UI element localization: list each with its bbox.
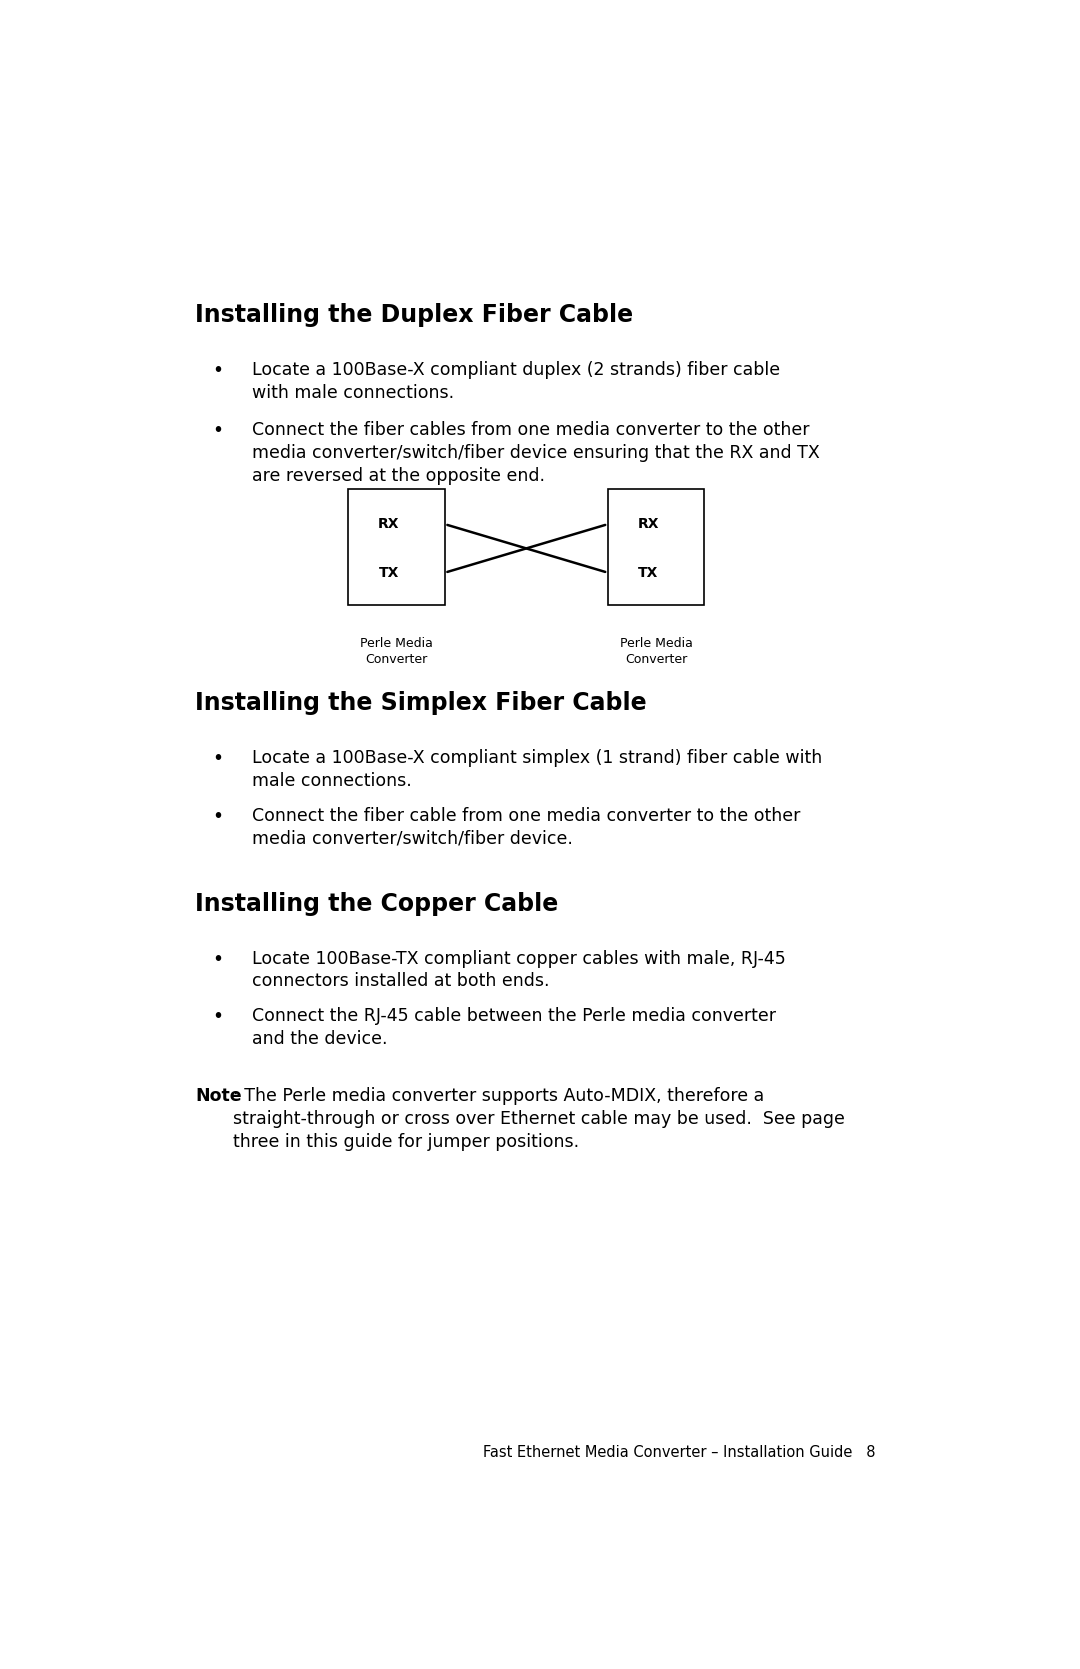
Text: Installing the Duplex Fiber Cable: Installing the Duplex Fiber Cable <box>195 304 633 327</box>
Text: Connect the RJ-45 cable between the Perle media converter
and the device.: Connect the RJ-45 cable between the Perl… <box>253 1008 777 1048</box>
Text: •: • <box>212 806 224 826</box>
Text: Connect the fiber cables from one media converter to the other
media converter/s: Connect the fiber cables from one media … <box>253 421 820 486</box>
Text: Locate a 100Base-X compliant duplex (2 strands) fiber cable
with male connection: Locate a 100Base-X compliant duplex (2 s… <box>253 361 781 402</box>
Text: Fast Ethernet Media Converter – Installation Guide   8: Fast Ethernet Media Converter – Installa… <box>483 1445 876 1460</box>
Bar <box>349 489 445 606</box>
Text: RX: RX <box>378 517 400 531</box>
Text: Locate a 100Base-X compliant simplex (1 strand) fiber cable with
male connection: Locate a 100Base-X compliant simplex (1 … <box>253 749 823 789</box>
Text: Perle Media
Converter: Perle Media Converter <box>360 638 433 666</box>
Text: •: • <box>212 1008 224 1026</box>
Text: •: • <box>212 749 224 768</box>
Text: Connect the fiber cable from one media converter to the other
media converter/sw: Connect the fiber cable from one media c… <box>253 806 800 848</box>
Text: TX: TX <box>379 566 399 579</box>
Text: Note: Note <box>195 1087 242 1105</box>
Text: •: • <box>212 950 224 968</box>
Text: Locate 100Base-TX compliant copper cables with male, RJ-45
connectors installed : Locate 100Base-TX compliant copper cable… <box>253 950 786 990</box>
Text: : The Perle media converter supports Auto-MDIX, therefore a
straight-through or : : The Perle media converter supports Aut… <box>233 1087 845 1152</box>
Text: TX: TX <box>638 566 659 579</box>
Text: RX: RX <box>637 517 659 531</box>
Text: Installing the Copper Cable: Installing the Copper Cable <box>195 891 558 916</box>
Text: •: • <box>212 421 224 441</box>
Text: Perle Media
Converter: Perle Media Converter <box>620 638 692 666</box>
Text: •: • <box>212 361 224 381</box>
Text: Installing the Simplex Fiber Cable: Installing the Simplex Fiber Cable <box>195 691 647 716</box>
Bar <box>608 489 704 606</box>
